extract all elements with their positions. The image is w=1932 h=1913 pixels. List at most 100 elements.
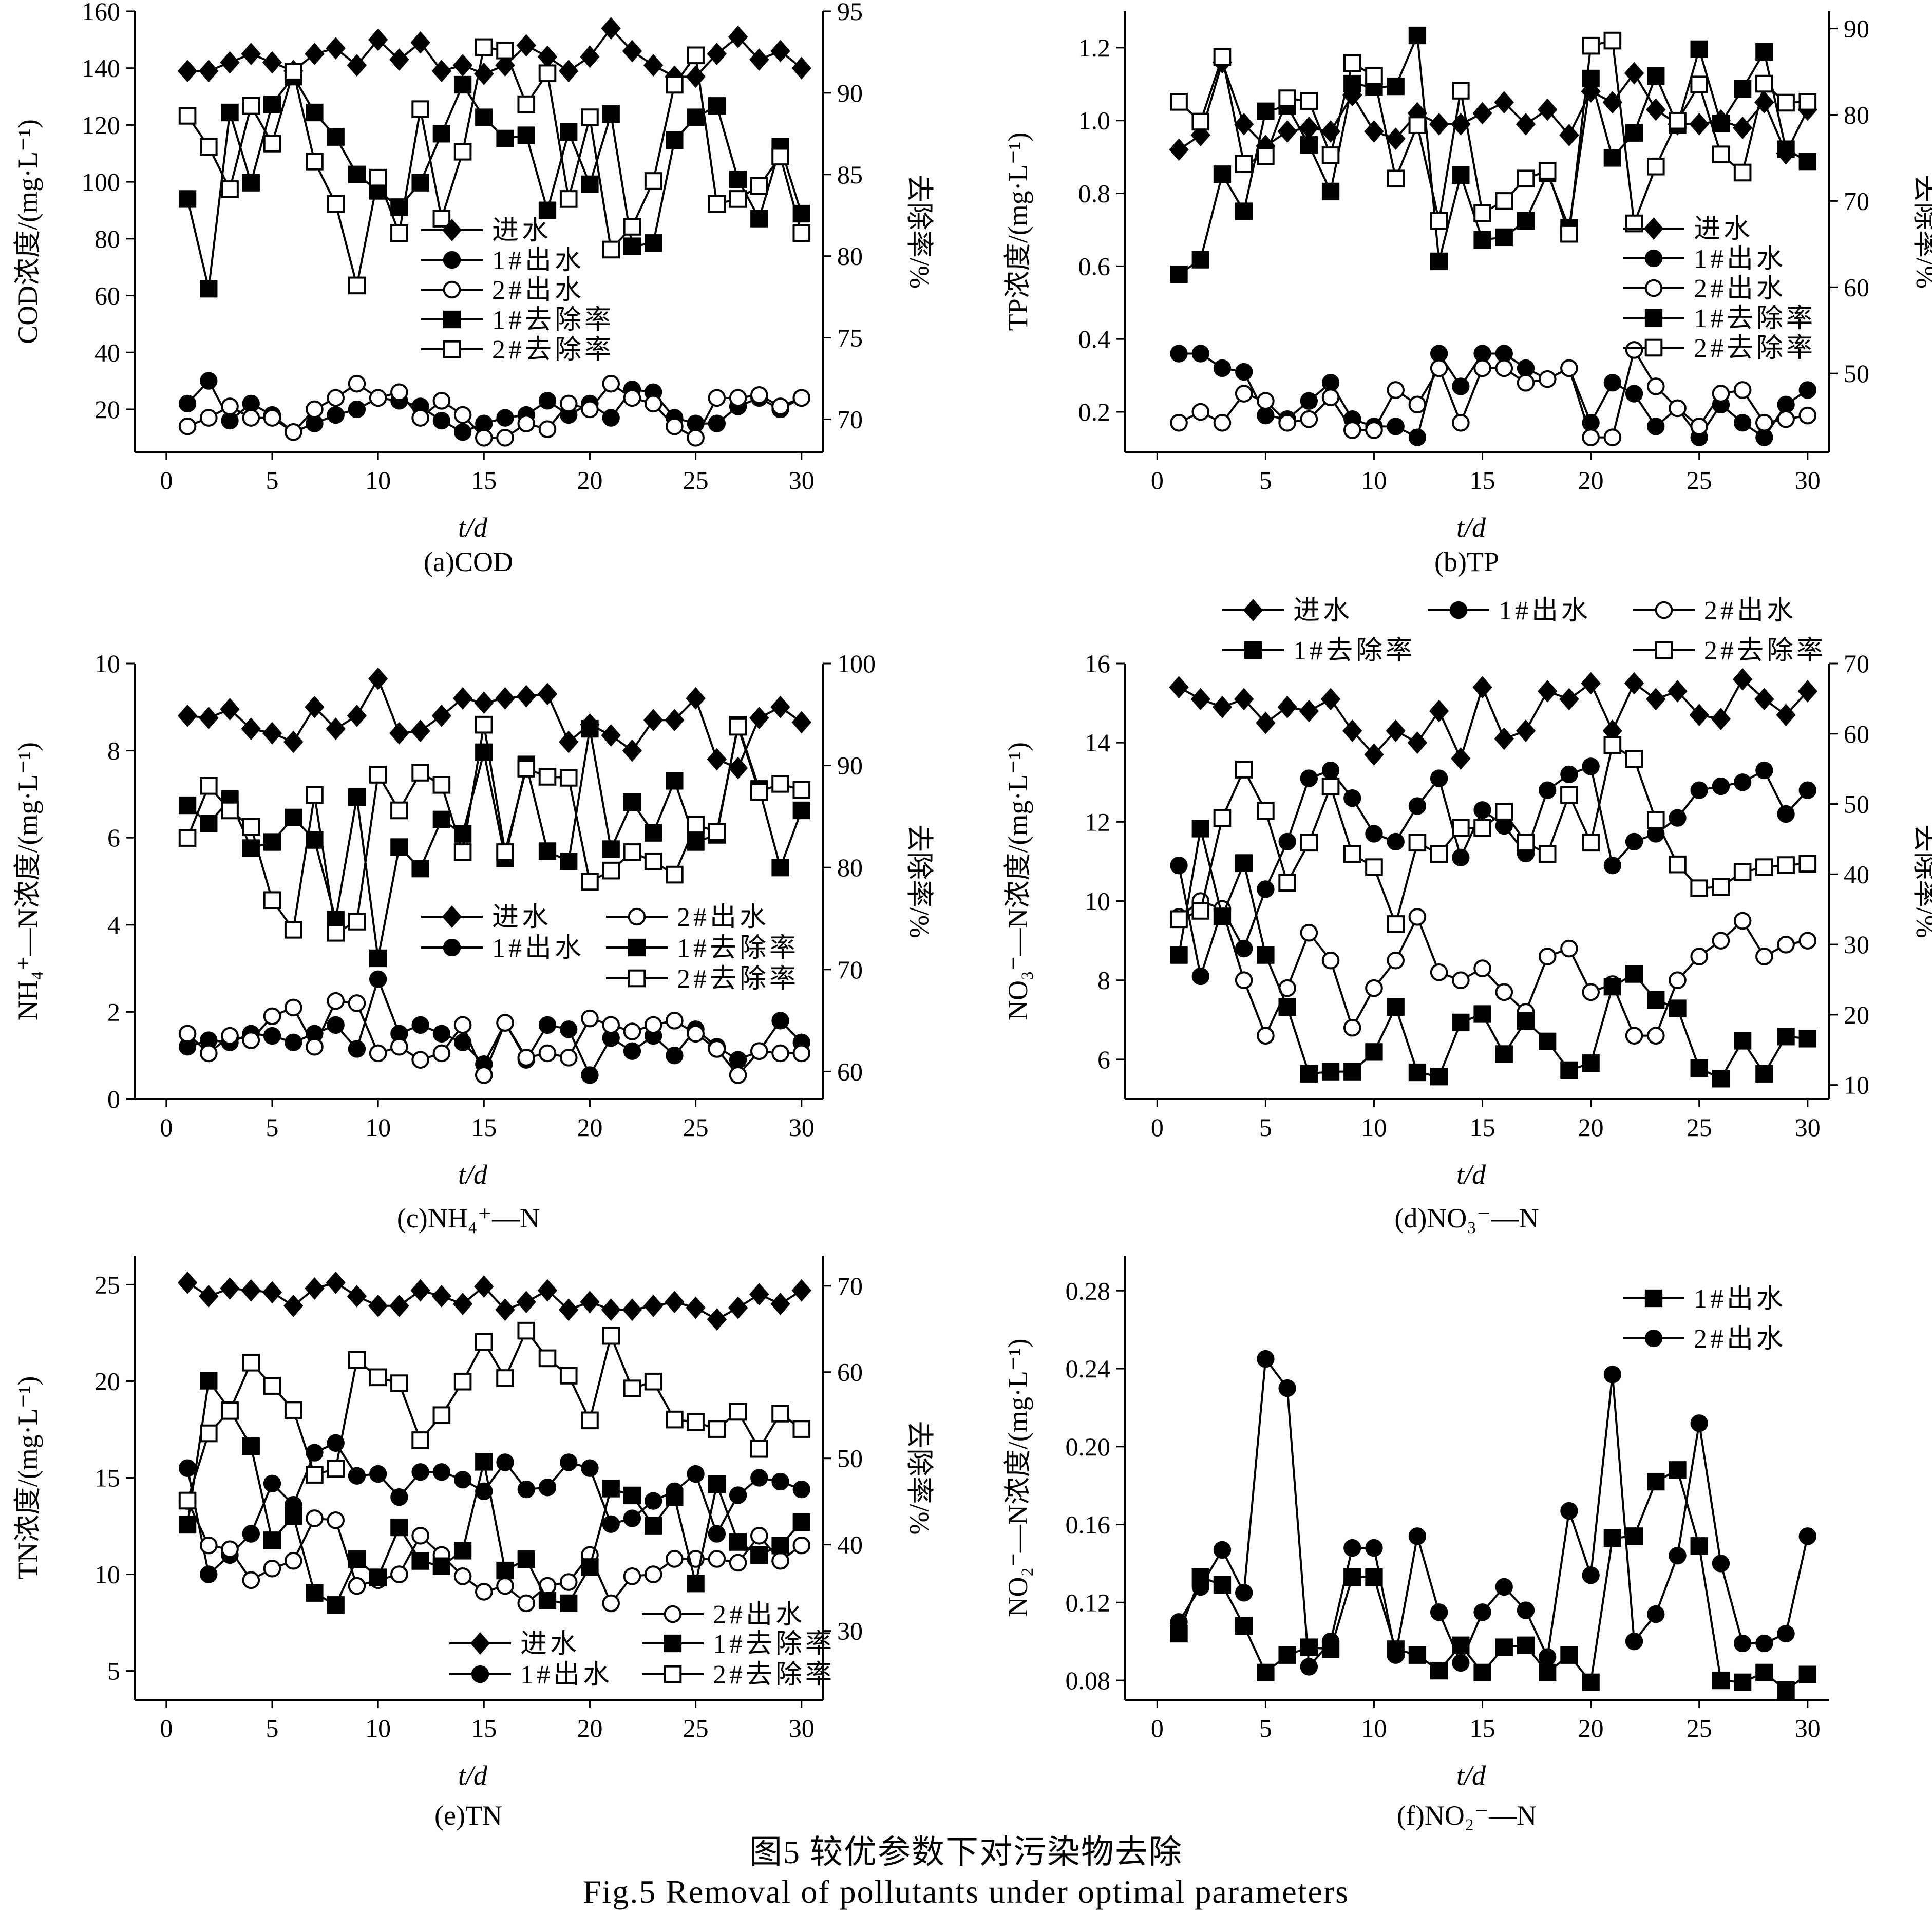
y-tick-label: 2 <box>107 997 120 1026</box>
x-axis-label: t/d <box>1456 1159 1486 1190</box>
data-point <box>305 1277 325 1300</box>
data-point <box>221 103 239 122</box>
data-point <box>1278 413 1296 432</box>
x-tick-label: 15 <box>1470 1714 1495 1742</box>
data-point <box>390 1565 408 1583</box>
data-point <box>242 97 260 115</box>
data-point <box>242 818 260 836</box>
data-point <box>1647 991 1665 1009</box>
data-point <box>496 41 514 60</box>
data-point <box>1690 781 1708 799</box>
data-point <box>1278 874 1296 892</box>
data-point <box>1473 1663 1491 1682</box>
data-point <box>1343 1539 1361 1557</box>
data-point <box>644 852 662 870</box>
legend-marker <box>664 1634 682 1653</box>
data-point <box>1494 727 1514 750</box>
data-point <box>199 707 219 729</box>
data-point <box>453 1372 472 1391</box>
data-point <box>496 1577 514 1595</box>
data-point <box>708 1525 726 1543</box>
series-0 <box>177 17 811 88</box>
series-4 <box>1170 736 1817 933</box>
x-tick-label: 5 <box>266 466 279 495</box>
data-point <box>199 1285 219 1308</box>
legend-marker <box>443 310 461 329</box>
x-tick-label: 10 <box>365 1113 391 1142</box>
data-point <box>1191 1578 1209 1596</box>
data-point <box>1560 1502 1578 1520</box>
data-point <box>495 54 515 77</box>
data-point <box>1170 1613 1188 1631</box>
data-point <box>306 400 324 419</box>
data-point <box>707 1308 727 1331</box>
data-point <box>792 1536 811 1555</box>
y2-tick-label: 75 <box>837 324 863 352</box>
panel-f: 0 5 10 15 20 25 30 0.08 0.12 0.16 0.20 0.24 0.28 t/d N… <box>1002 1256 1829 1831</box>
data-point <box>432 411 450 430</box>
data-point <box>1777 856 1795 874</box>
data-point <box>517 1594 536 1613</box>
data-point <box>1603 149 1621 167</box>
x-tick-label: 15 <box>1470 1113 1495 1142</box>
data-point <box>1257 102 1275 120</box>
data-point <box>241 43 261 65</box>
data-point <box>708 1475 726 1493</box>
data-point <box>1300 769 1318 787</box>
data-point <box>1495 983 1513 1001</box>
x-tick-label: 30 <box>789 1113 815 1142</box>
x-tick-label: 30 <box>789 466 815 495</box>
y-tick-label: 8 <box>1097 966 1110 995</box>
data-point <box>1473 359 1491 377</box>
data-point <box>517 1321 536 1340</box>
data-point <box>560 1453 578 1471</box>
data-point <box>390 801 408 820</box>
data-point <box>327 1511 345 1529</box>
y2-tick-label: 50 <box>837 1444 863 1473</box>
data-point <box>686 687 706 710</box>
data-point <box>1755 948 1773 965</box>
data-point <box>792 1480 810 1499</box>
data-point <box>1517 1601 1535 1619</box>
data-point <box>390 1518 408 1537</box>
data-point <box>242 1031 260 1049</box>
data-point <box>221 1027 239 1045</box>
data-point <box>729 1066 747 1084</box>
data-point <box>262 1281 282 1304</box>
data-point <box>390 224 408 242</box>
data-point <box>1582 1673 1600 1692</box>
panel-d: 0 5 10 15 20 25 30 6 8 10 12 14 16 10 20 30 40 50 60 70 t/d N… <box>1002 596 1932 1234</box>
data-point <box>560 123 578 141</box>
data-point <box>1798 93 1817 111</box>
data-point <box>1582 1054 1600 1072</box>
data-point <box>1300 1638 1318 1656</box>
data-point <box>1342 719 1362 742</box>
data-point <box>1517 169 1535 188</box>
data-point <box>538 1016 557 1034</box>
data-point <box>327 195 345 213</box>
data-point <box>1387 915 1405 933</box>
y-tick-label: 20 <box>94 1367 120 1395</box>
data-point <box>581 1009 599 1028</box>
y-tick-label: 160 <box>82 0 120 26</box>
data-point <box>1646 811 1665 829</box>
data-point <box>389 1294 409 1317</box>
legend-label: 1#出水 <box>1694 244 1786 274</box>
data-point <box>771 1012 789 1030</box>
y-tick-label: 4 <box>107 911 120 939</box>
data-point <box>1300 1658 1318 1676</box>
x-tick-label: 25 <box>683 466 709 495</box>
data-point <box>432 1463 450 1481</box>
data-point <box>453 1471 472 1489</box>
data-point <box>1473 1005 1491 1023</box>
data-point <box>666 131 684 149</box>
data-point <box>645 1492 662 1510</box>
data-point <box>305 695 325 718</box>
x-tick-label: 20 <box>577 1113 602 1142</box>
data-point <box>1170 946 1188 964</box>
data-point <box>369 1368 387 1387</box>
data-point <box>1603 374 1621 392</box>
data-point <box>369 766 387 784</box>
data-point <box>1321 761 1340 780</box>
